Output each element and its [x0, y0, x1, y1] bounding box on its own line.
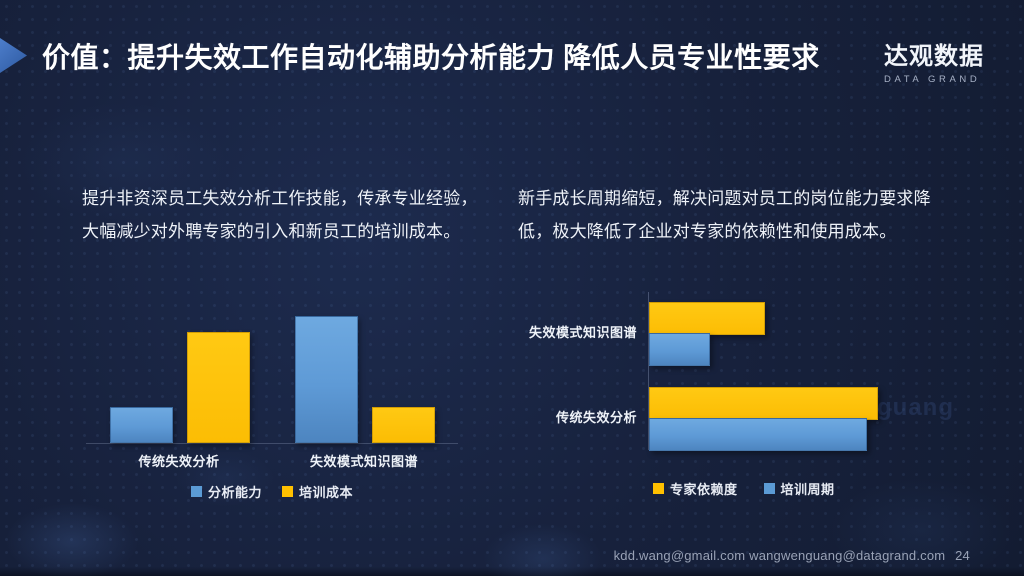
bar-培训周期-失效模式知识图谱 [649, 333, 710, 366]
legend-label: 培训周期 [780, 482, 835, 497]
footer-emails: kdd.wang@gmail.com wangwenguang@datagran… [613, 548, 946, 563]
legend-item: 分析能力 [190, 482, 262, 501]
legend-swatch-icon [763, 483, 775, 494]
vertical-chart-legend: 分析能力 培训成本 [86, 482, 458, 501]
logo-chinese-name: 达观数据 [884, 43, 984, 70]
horizontal-bar-chart-plot-area [648, 292, 899, 451]
slide-title: 价值：提升失效工作自动化辅助分析能力 降低人员专业性要求 [42, 42, 820, 73]
bar-培训成本-传统失效分析 [187, 332, 250, 443]
bar-专家依赖度-失效模式知识图谱 [649, 302, 765, 335]
legend-item: 培训成本 [282, 482, 353, 501]
logo-english-name: DATA GRAND [884, 74, 981, 85]
legend-swatch-icon [653, 483, 664, 494]
category-label: 传统失效分析 [138, 454, 220, 469]
legend-swatch-icon [282, 486, 293, 497]
bar-分析能力-传统失效分析 [110, 407, 173, 443]
bar-培训周期-传统失效分析 [649, 418, 867, 451]
legend-label: 专家依赖度 [670, 482, 738, 497]
paragraph-right: 新手成长周期缩短，解决问题对员工的岗位能力要求降低，极大降低了企业对专家的依赖性… [518, 189, 931, 241]
paragraph-left: 提升非资深员工失效分析工作技能，传承专业经验，大幅减少对外聘专家的引入和新员工的… [82, 189, 478, 241]
legend-item: 专家依赖度 [653, 479, 738, 498]
bar-分析能力-失效模式知识图谱 [295, 316, 358, 443]
bar-培训成本-失效模式知识图谱 [372, 407, 435, 443]
page-number: 24 [955, 548, 970, 563]
legend-swatch-icon [190, 486, 202, 497]
category-label: 失效模式知识图谱 [309, 454, 418, 469]
category-label: 传统失效分析 [555, 410, 637, 425]
legend-label: 培训成本 [299, 485, 354, 500]
category-label: 失效模式知识图谱 [528, 325, 637, 340]
title-bullet-arrow-icon [0, 38, 27, 73]
horizontal-chart-legend: 专家依赖度 培训周期 [653, 479, 835, 498]
footer: kdd.wang@gmail.com wangwenguang@datagran… [614, 548, 970, 563]
logo: 达观数据 DATA GRAND [884, 36, 986, 85]
legend-item: 培训周期 [763, 479, 835, 498]
bar-专家依赖度-传统失效分析 [649, 387, 878, 420]
vertical-bar-chart-plot-area [86, 316, 458, 444]
legend-label: 分析能力 [207, 485, 262, 500]
